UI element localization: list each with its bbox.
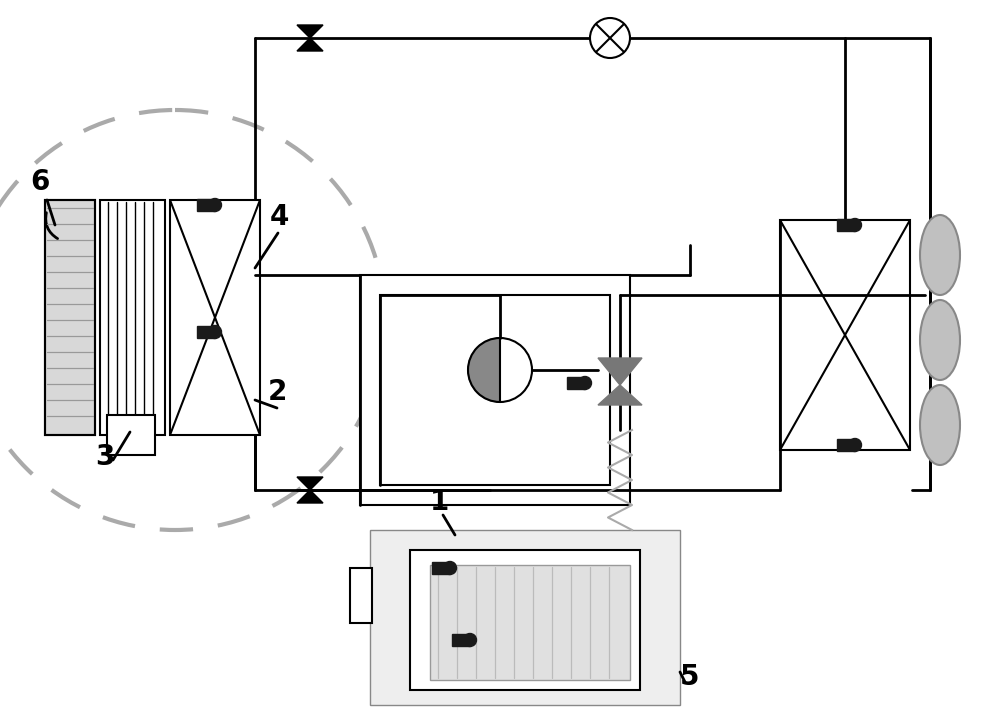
Text: 4: 4 [270, 203, 289, 231]
Circle shape [590, 18, 630, 58]
Circle shape [208, 326, 222, 339]
Bar [410, 550, 640, 690]
Bar [837, 439, 855, 451]
Polygon shape [468, 338, 500, 402]
Polygon shape [297, 490, 323, 503]
Bar [107, 415, 155, 455]
Bar [197, 326, 215, 338]
Text: 1: 1 [430, 488, 449, 516]
Bar [780, 220, 910, 450]
Ellipse shape [920, 385, 960, 465]
Bar [170, 200, 260, 435]
Text: 2: 2 [268, 378, 287, 406]
Bar [567, 377, 585, 389]
Bar [430, 565, 630, 680]
Bar [350, 568, 372, 623]
Ellipse shape [920, 300, 960, 380]
Circle shape [208, 198, 222, 212]
Polygon shape [598, 385, 642, 405]
Bar [380, 295, 610, 485]
Text: 5: 5 [680, 663, 700, 691]
Bar [432, 562, 450, 574]
Bar [100, 200, 165, 435]
Bar [370, 530, 680, 705]
Text: 6: 6 [30, 168, 49, 196]
Circle shape [578, 377, 592, 390]
Ellipse shape [920, 215, 960, 295]
Bar [837, 219, 855, 231]
Circle shape [848, 219, 862, 231]
Polygon shape [297, 25, 323, 38]
Polygon shape [598, 358, 642, 385]
Bar [197, 199, 215, 211]
Bar [360, 275, 630, 505]
Bar [452, 634, 470, 646]
Text: 3: 3 [95, 443, 114, 471]
Bar [45, 200, 95, 435]
Circle shape [848, 438, 862, 451]
Bar [45, 200, 95, 435]
Circle shape [444, 561, 456, 574]
Circle shape [464, 633, 477, 646]
Polygon shape [297, 477, 323, 490]
Polygon shape [297, 38, 323, 51]
